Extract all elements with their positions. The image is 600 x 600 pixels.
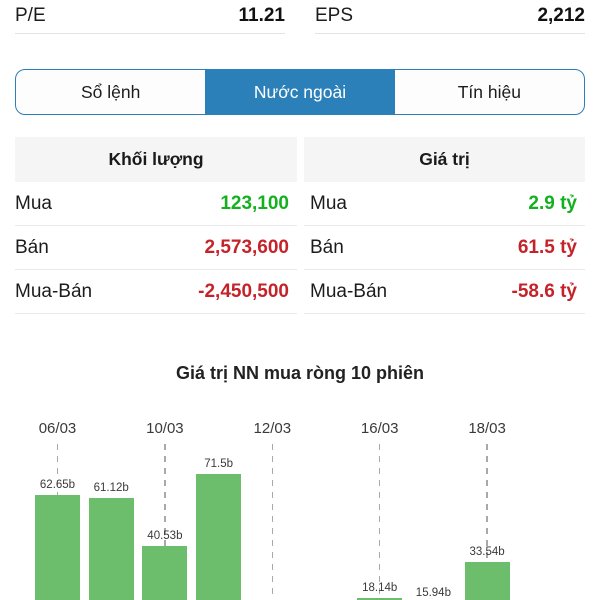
- table-row: Mua-Bán -58.6 tỷ: [304, 270, 585, 314]
- bar-value-label: 40.53b: [147, 529, 183, 542]
- value-header: Giá trị: [304, 137, 585, 182]
- row-label: Mua: [310, 192, 347, 214]
- row-value: 61.5 tỷ: [517, 236, 577, 258]
- eps-label: EPS: [315, 5, 354, 26]
- dashed-gridline: [271, 444, 274, 600]
- bar-value-label: 15.94b: [415, 587, 451, 600]
- row-value: 2.9 tỷ: [528, 192, 577, 214]
- pe-label: P/E: [15, 5, 46, 26]
- eps-value: 2,212: [537, 5, 585, 26]
- x-axis-tick-label: 06/03: [38, 420, 77, 437]
- volume-header: Khối lượng: [15, 137, 297, 182]
- table-row: Mua 2.9 tỷ: [304, 182, 585, 226]
- eps-stat: EPS 2,212: [315, 1, 585, 31]
- bar-session-3[interactable]: [142, 545, 188, 600]
- row-value: 2,573,600: [204, 236, 289, 258]
- tab-label: Tín hiệu: [457, 81, 521, 102]
- x-axis-tick-label: 12/03: [253, 420, 292, 437]
- table-row: Mua-Bán -2,450,500: [15, 270, 297, 314]
- bar-value-label: 62.65b: [39, 478, 76, 491]
- row-label: Mua: [15, 192, 52, 214]
- row-value: 123,100: [220, 192, 289, 214]
- dashed-gridline: [378, 444, 381, 600]
- table-row: Bán 61.5 tỷ: [304, 226, 585, 270]
- tab-bar: Sổ lệnh Nước ngoài Tín hiệu: [15, 69, 585, 115]
- table-row: Mua 123,100: [15, 182, 297, 226]
- bar-value-label: 18.14b: [362, 581, 398, 594]
- divider: [15, 33, 285, 34]
- bar-session-2[interactable]: [88, 498, 134, 600]
- volume-column: Khối lượng Mua 123,100 Bán 2,573,600 Mua…: [15, 137, 297, 314]
- table-row: Bán 2,573,600: [15, 226, 297, 270]
- row-label: Mua-Bán: [15, 280, 93, 302]
- chart-title: Giá trị NN mua ròng 10 phiên: [175, 363, 425, 383]
- bar-session-9[interactable]: [464, 562, 510, 600]
- bar-value-label: 33.54b: [469, 546, 505, 559]
- tab-label: Sổ lệnh: [80, 81, 141, 102]
- x-axis-tick-label: 10/03: [146, 420, 184, 437]
- tab-label: Nước ngoài: [253, 81, 347, 102]
- bar-value-label: 71.5b: [204, 458, 233, 471]
- row-value: -2,450,500: [198, 280, 289, 302]
- x-axis-tick-label: 16/03: [360, 420, 399, 437]
- tab-nuoc-ngoai[interactable]: Nước ngoài: [205, 70, 395, 114]
- bar-session-4[interactable]: [196, 474, 242, 600]
- value-column: Giá trị Mua 2.9 tỷ Bán 61.5 tỷ Mua-Bán -…: [304, 137, 585, 314]
- tab-tin-hieu[interactable]: Tín hiệu: [395, 70, 584, 114]
- bar-value-label: 61.12b: [93, 482, 129, 495]
- row-value: -58.6 tỷ: [511, 280, 577, 302]
- row-label: Bán: [310, 236, 344, 258]
- row-label: Bán: [15, 236, 49, 258]
- divider: [315, 33, 585, 34]
- row-label: Mua-Bán: [310, 280, 388, 302]
- tab-so-lenh[interactable]: Sổ lệnh: [16, 70, 205, 114]
- bar-session-1[interactable]: [35, 494, 80, 600]
- x-axis-tick-label: 18/03: [468, 420, 506, 437]
- pe-value: 11.21: [238, 5, 286, 26]
- pe-stat: P/E 11.21: [15, 1, 285, 31]
